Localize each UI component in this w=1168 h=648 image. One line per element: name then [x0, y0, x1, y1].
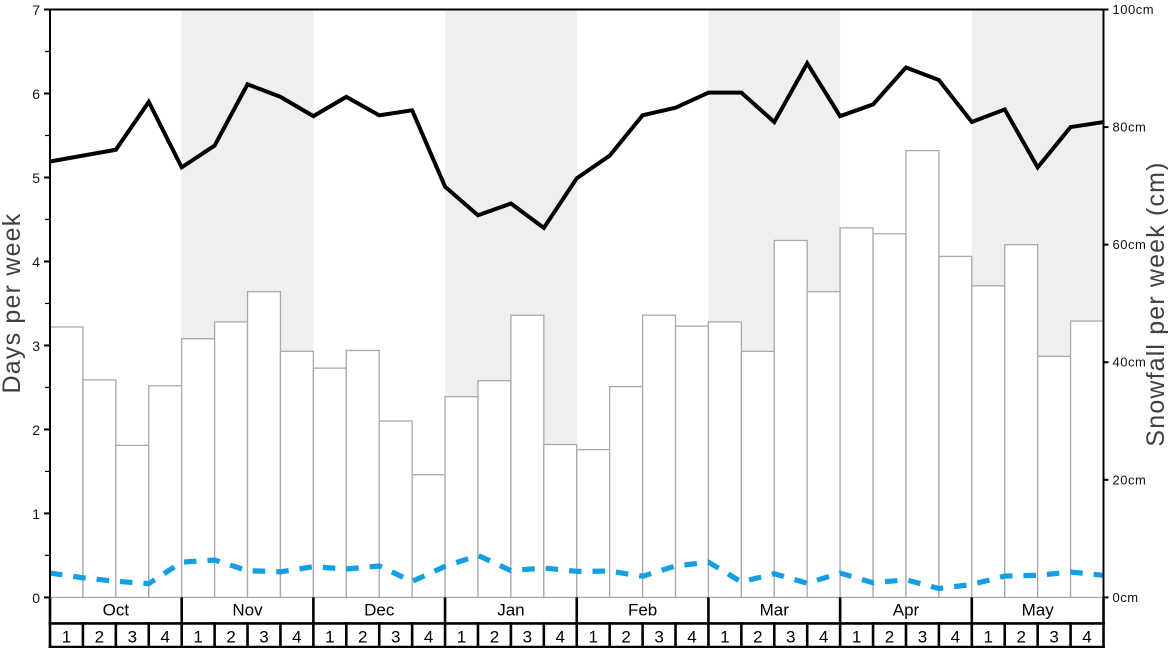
svg-text:4: 4 — [951, 628, 960, 647]
svg-text:2: 2 — [885, 628, 894, 647]
svg-text:4: 4 — [32, 254, 40, 270]
svg-text:3: 3 — [523, 628, 532, 647]
svg-text:3: 3 — [918, 628, 927, 647]
svg-text:6: 6 — [32, 86, 40, 102]
svg-text:5: 5 — [32, 170, 40, 186]
svg-text:1: 1 — [457, 628, 466, 647]
svg-text:3: 3 — [259, 628, 268, 647]
svg-text:100cm: 100cm — [1113, 2, 1155, 17]
svg-text:4: 4 — [687, 628, 696, 647]
svg-text:60cm: 60cm — [1113, 237, 1147, 252]
svg-text:3: 3 — [391, 628, 400, 647]
svg-text:2: 2 — [490, 628, 499, 647]
svg-text:May: May — [1022, 601, 1055, 620]
svg-text:Dec: Dec — [364, 601, 395, 620]
svg-text:2: 2 — [95, 628, 104, 647]
svg-text:7: 7 — [32, 2, 40, 18]
svg-text:4: 4 — [819, 628, 828, 647]
svg-text:1: 1 — [852, 628, 861, 647]
svg-text:0: 0 — [32, 590, 40, 606]
svg-text:0cm: 0cm — [1113, 590, 1139, 605]
svg-text:1: 1 — [720, 628, 729, 647]
svg-text:4: 4 — [292, 628, 301, 647]
svg-text:2: 2 — [358, 628, 367, 647]
svg-text:Snowfall per week (cm): Snowfall per week (cm) — [1142, 161, 1168, 446]
svg-text:1: 1 — [62, 628, 71, 647]
svg-text:80cm: 80cm — [1113, 120, 1147, 135]
svg-text:Nov: Nov — [232, 601, 263, 620]
svg-text:2: 2 — [621, 628, 630, 647]
svg-text:1: 1 — [325, 628, 334, 647]
svg-text:3: 3 — [128, 628, 137, 647]
svg-text:40cm: 40cm — [1113, 355, 1147, 370]
svg-text:Apr: Apr — [893, 601, 920, 620]
svg-text:3: 3 — [1049, 628, 1058, 647]
svg-text:Days per week: Days per week — [0, 213, 26, 394]
svg-text:Feb: Feb — [628, 601, 657, 620]
svg-text:2: 2 — [1016, 628, 1025, 647]
svg-text:3: 3 — [32, 338, 40, 354]
svg-text:Mar: Mar — [760, 601, 790, 620]
svg-text:20cm: 20cm — [1113, 472, 1147, 487]
svg-text:4: 4 — [556, 628, 565, 647]
svg-text:4: 4 — [160, 628, 169, 647]
svg-text:2: 2 — [226, 628, 235, 647]
svg-text:1: 1 — [588, 628, 597, 647]
svg-text:Jan: Jan — [497, 601, 524, 620]
svg-text:2: 2 — [32, 422, 40, 438]
svg-text:4: 4 — [424, 628, 433, 647]
svg-text:4: 4 — [1082, 628, 1091, 647]
svg-text:1: 1 — [193, 628, 202, 647]
svg-text:Oct: Oct — [103, 601, 130, 620]
svg-text:1: 1 — [984, 628, 993, 647]
svg-text:1: 1 — [32, 506, 40, 522]
svg-text:2: 2 — [753, 628, 762, 647]
svg-text:3: 3 — [654, 628, 663, 647]
svg-text:3: 3 — [786, 628, 795, 647]
